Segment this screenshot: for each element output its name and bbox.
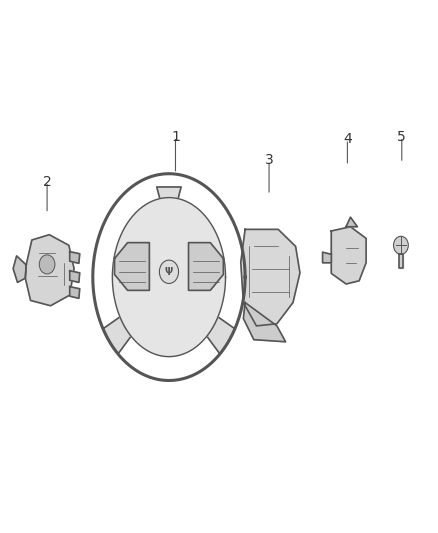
Text: 2: 2	[43, 175, 51, 189]
Polygon shape	[103, 317, 131, 354]
Text: 1: 1	[171, 130, 180, 143]
Polygon shape	[157, 187, 181, 200]
Polygon shape	[346, 217, 357, 227]
Polygon shape	[244, 303, 286, 342]
Polygon shape	[70, 271, 80, 282]
Polygon shape	[188, 243, 223, 290]
Text: 3: 3	[265, 154, 273, 167]
Polygon shape	[115, 243, 149, 290]
Text: 4: 4	[343, 132, 352, 146]
Polygon shape	[113, 198, 226, 357]
Text: Ψ: Ψ	[165, 267, 173, 277]
Circle shape	[159, 260, 179, 284]
Polygon shape	[399, 254, 403, 268]
Polygon shape	[70, 287, 80, 298]
Polygon shape	[93, 174, 245, 381]
Circle shape	[393, 236, 408, 254]
Polygon shape	[331, 227, 366, 284]
Polygon shape	[241, 229, 300, 326]
Polygon shape	[207, 317, 235, 354]
Circle shape	[39, 255, 55, 274]
Polygon shape	[70, 252, 80, 263]
Polygon shape	[25, 235, 74, 306]
Polygon shape	[322, 252, 331, 263]
Polygon shape	[13, 256, 26, 282]
Text: 5: 5	[397, 130, 406, 143]
